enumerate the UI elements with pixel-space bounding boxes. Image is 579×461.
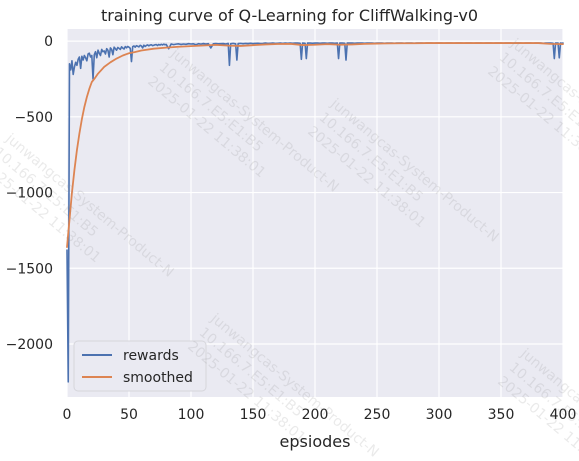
x-tick-label: 100 bbox=[178, 407, 205, 423]
series-layer bbox=[66, 42, 564, 383]
x-axis-label: epsiodes bbox=[280, 432, 351, 451]
x-tick-label: 300 bbox=[426, 407, 453, 423]
legend-label-rewards: rewards bbox=[123, 348, 179, 364]
x-tick-label: 150 bbox=[240, 407, 267, 423]
x-tick-label: 250 bbox=[364, 407, 391, 423]
legend-box bbox=[73, 340, 207, 392]
y-tick-label: −1500 bbox=[6, 261, 53, 277]
legend-label-smoothed: smoothed bbox=[123, 370, 193, 386]
y-tick-label: −2000 bbox=[6, 337, 53, 353]
x-tick-label: 400 bbox=[550, 407, 577, 423]
y-tick-label: −1000 bbox=[6, 186, 53, 202]
chart-title: training curve of Q-Learning for CliffWa… bbox=[101, 6, 478, 25]
tick-label-layer: 0 50 100 150 200 250 300 350 400 0 −500 −1000 −1500 −… bbox=[6, 34, 577, 423]
x-tick-label: 350 bbox=[488, 407, 515, 423]
x-tick-label: 0 bbox=[63, 407, 72, 423]
series-line-smoothed bbox=[66, 42, 564, 248]
legend: rewards smoothed bbox=[73, 340, 207, 392]
y-tick-label: 0 bbox=[44, 34, 53, 50]
grid-layer bbox=[66, 29, 564, 397]
x-tick-label: 50 bbox=[120, 407, 138, 423]
x-tick-label: 200 bbox=[302, 407, 329, 423]
y-tick-label: −500 bbox=[15, 110, 53, 126]
